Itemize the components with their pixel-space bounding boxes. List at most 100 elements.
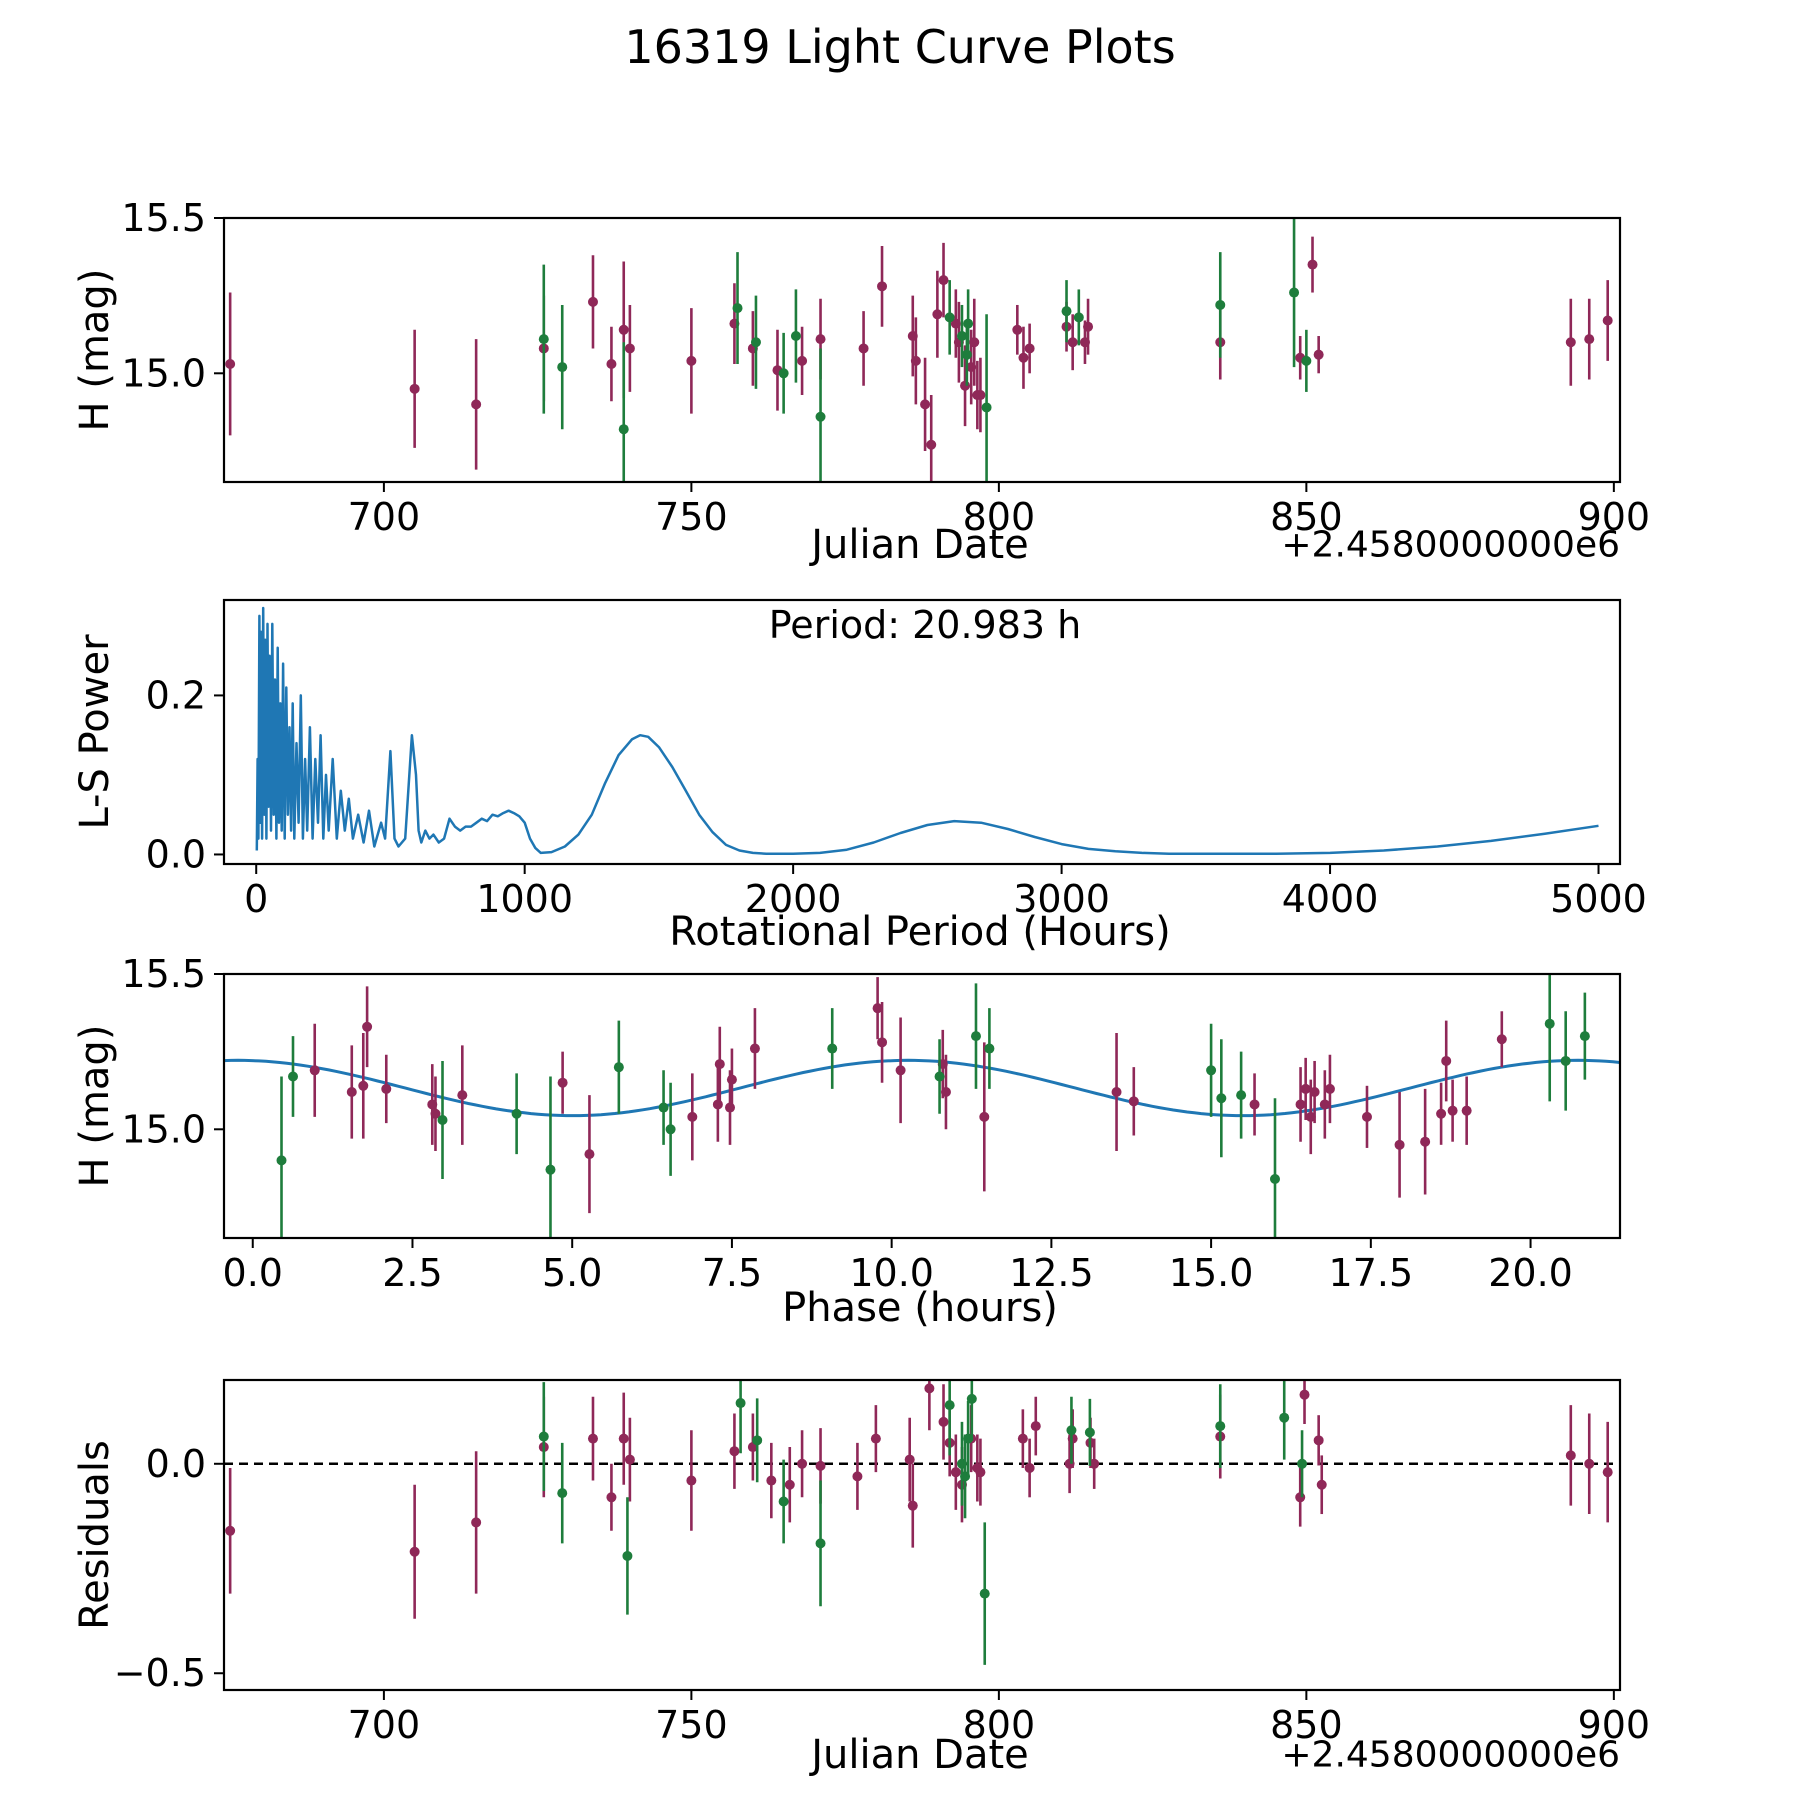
data-point xyxy=(1089,1458,1100,1469)
x-tick-label: 900 xyxy=(1578,495,1651,539)
data-point xyxy=(714,1059,725,1070)
x-tick-label: 2.5 xyxy=(382,1251,442,1295)
data-point xyxy=(362,1021,373,1032)
data-point xyxy=(538,1431,549,1442)
data-point xyxy=(1461,1105,1472,1116)
data-point xyxy=(511,1108,522,1119)
data-point xyxy=(969,337,980,348)
data-point xyxy=(877,281,888,292)
data-point xyxy=(538,334,549,345)
data-point xyxy=(726,1074,737,1085)
x-tick-label: 17.5 xyxy=(1329,1251,1414,1295)
data-point xyxy=(618,424,629,435)
data-point xyxy=(409,1546,420,1557)
data-point xyxy=(346,1087,357,1098)
data-point xyxy=(381,1083,392,1094)
x-tick-label: 0 xyxy=(244,877,268,921)
panel4-y-axis-label: Residuals xyxy=(72,1440,118,1630)
data-point xyxy=(750,337,761,348)
series-survey-b xyxy=(538,218,1312,482)
data-point xyxy=(1584,334,1595,345)
data-point xyxy=(457,1090,468,1101)
panel-frame xyxy=(222,972,1622,1240)
data-point xyxy=(1128,1096,1139,1107)
x-tick-label: 800 xyxy=(963,495,1036,539)
data-point xyxy=(1215,299,1226,310)
sine-fit-curve xyxy=(224,1058,1620,1118)
data-point xyxy=(1289,287,1300,298)
series-survey-a xyxy=(225,236,1613,482)
panel-frame xyxy=(222,598,1622,866)
x-tick-label: 10.0 xyxy=(849,1251,934,1295)
x-tick-label: 900 xyxy=(1578,1703,1651,1747)
data-point xyxy=(858,343,869,354)
panel1-x-axis-label: Julian Date xyxy=(811,522,1029,568)
panel1-y-axis-label: H (mag) xyxy=(72,268,118,432)
data-point xyxy=(1073,312,1084,323)
data-point xyxy=(1215,1421,1226,1432)
data-point xyxy=(618,324,629,335)
data-point xyxy=(1324,1083,1335,1094)
data-point xyxy=(956,331,967,342)
data-point xyxy=(910,355,921,366)
x-tick-label: 700 xyxy=(348,495,421,539)
data-point xyxy=(1206,1065,1217,1076)
data-point xyxy=(471,399,482,410)
data-point xyxy=(358,1080,369,1091)
data-point xyxy=(815,334,826,345)
data-point xyxy=(1319,1099,1330,1110)
data-point xyxy=(932,309,943,320)
data-point xyxy=(225,358,236,369)
data-point xyxy=(827,1043,838,1054)
data-point xyxy=(1436,1108,1447,1119)
data-point xyxy=(1279,1412,1290,1423)
data-point xyxy=(1316,1479,1327,1490)
data-point xyxy=(437,1114,448,1125)
data-point xyxy=(1300,1083,1311,1094)
data-point xyxy=(587,296,598,307)
data-point xyxy=(904,1454,915,1465)
panel-residuals: 700 750 800 850 900 0.0 −0.5 xyxy=(114,1378,1651,1747)
y-tick-label: 15.5 xyxy=(121,196,206,240)
y-tick-label: 15.0 xyxy=(121,351,206,395)
data-point xyxy=(624,1454,635,1465)
data-point xyxy=(1447,1105,1458,1116)
panel3-x-axis-label: Phase (hours) xyxy=(782,1285,1058,1331)
data-point xyxy=(1420,1136,1431,1147)
data-point xyxy=(895,1065,906,1076)
y-tick-label: 0.0 xyxy=(146,832,206,876)
data-point xyxy=(1030,1421,1041,1432)
x-tick-label: 5000 xyxy=(1550,877,1647,921)
x-tick-label: 0.0 xyxy=(223,1251,283,1295)
data-point xyxy=(686,355,697,366)
data-point xyxy=(665,1124,676,1135)
data-point xyxy=(606,358,617,369)
data-point xyxy=(1544,1018,1555,1029)
data-point xyxy=(557,362,568,373)
panel2-x-axis-label: Rotational Period (Hours) xyxy=(669,909,1171,955)
panel-content xyxy=(224,974,1620,1238)
panel-phase-folded: 0.0 2.5 5.0 7.5 10.0 12.5 15.0 17.5 20.0 15.0 15.5 xyxy=(121,952,1622,1295)
data-point xyxy=(979,1111,990,1122)
data-point xyxy=(1301,355,1312,366)
panel1-x-offset-label: +2.4580000000e6 xyxy=(1281,524,1620,566)
x-tick-label: 850 xyxy=(1270,495,1343,539)
data-point xyxy=(1061,306,1072,317)
x-tick-label: 12.5 xyxy=(1009,1251,1094,1295)
data-point xyxy=(1024,1462,1035,1473)
y-tick-label: −0.5 xyxy=(114,1651,206,1695)
y-tick-label: 15.0 xyxy=(121,1107,206,1151)
data-point xyxy=(1313,1435,1324,1446)
data-point xyxy=(877,1037,888,1048)
data-point xyxy=(944,1400,955,1411)
x-tick-label: 750 xyxy=(655,1703,728,1747)
panel-frame xyxy=(222,1378,1622,1692)
data-point xyxy=(938,1416,949,1427)
x-tick-label: 750 xyxy=(655,495,728,539)
data-point xyxy=(797,355,808,366)
data-point xyxy=(309,1065,320,1076)
x-tick-label: 20.0 xyxy=(1488,1251,1573,1295)
x-tick-label: 5.0 xyxy=(542,1251,602,1295)
data-point xyxy=(658,1102,669,1113)
figure-title: 16319 Light Curve Plots xyxy=(624,20,1176,74)
